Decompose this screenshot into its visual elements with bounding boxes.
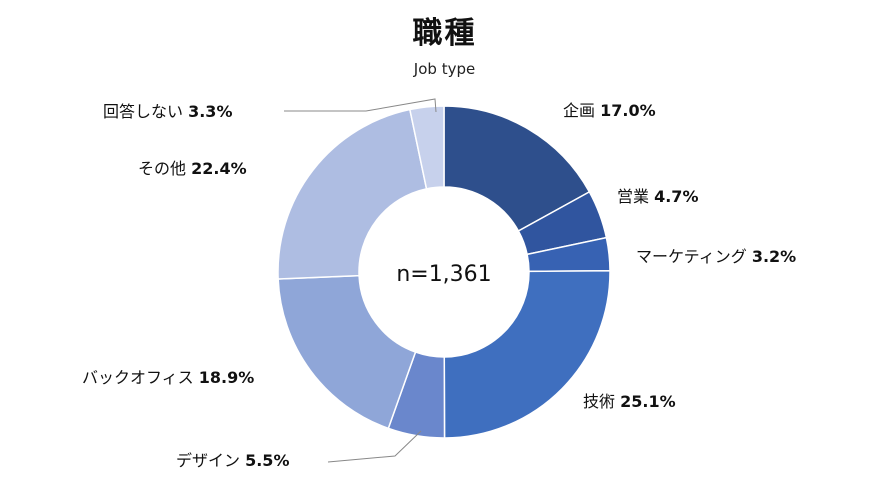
slice-label-6: その他 22.4% [138,159,247,178]
slice-label-4: デザイン 5.5% [176,451,289,470]
slice-category-0: 企画 [563,101,600,120]
chart-subtitle: Job type [413,60,476,78]
slice-label-2: マーケティング 3.2% [636,247,796,266]
slice-value-6: 22.4% [191,159,247,178]
donut-slice-6 [277,108,428,280]
donut-slice-3 [443,269,611,439]
slice-value-1: 4.7% [654,187,698,206]
slice-value-3: 25.1% [620,392,676,411]
slice-value-0: 17.0% [600,101,656,120]
slice-value-4: 5.5% [245,451,289,470]
slice-category-7: 回答しない [103,102,188,121]
slice-label-5: バックオフィス 18.9% [82,368,254,387]
chart-title: 職種 [412,16,477,51]
slice-category-6: その他 [138,159,191,178]
center-label: n=1,361 [396,262,491,287]
slice-category-4: デザイン [176,451,245,470]
slice-label-3: 技術 25.1% [583,392,676,411]
slice-label-7: 回答しない 3.3% [103,102,232,121]
slice-category-3: 技術 [583,392,620,411]
leader-line-7 [284,98,437,113]
slice-label-1: 営業 4.7% [617,187,698,206]
leader-line-4 [327,430,422,463]
donut-slice-5 [277,274,417,430]
slice-label-0: 企画 17.0% [563,101,656,120]
slice-category-5: バックオフィス [82,368,199,387]
slice-value-2: 3.2% [752,247,796,266]
slice-value-7: 3.3% [188,102,232,121]
donut-slice-0 [443,105,591,232]
slice-category-1: 営業 [617,187,654,206]
slice-value-5: 18.9% [199,368,255,387]
slice-category-2: マーケティング [636,247,752,266]
donut-slice-7 [408,105,445,190]
